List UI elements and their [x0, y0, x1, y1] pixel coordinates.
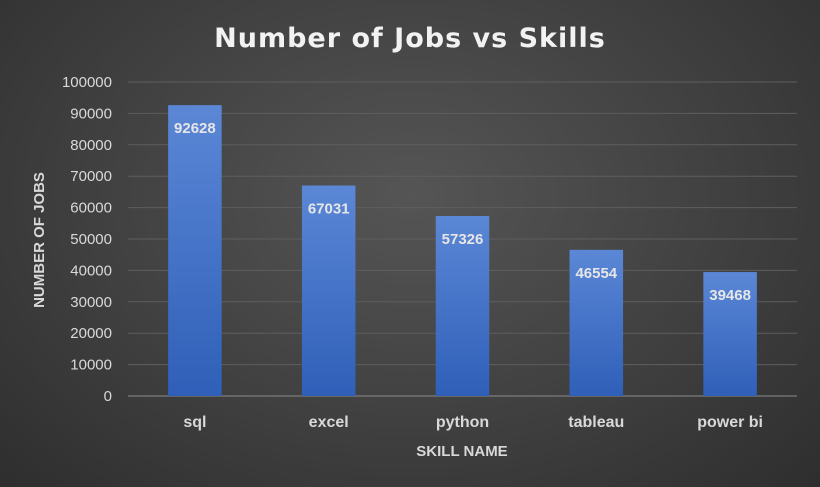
y-axis-ticks: 0 10000 20000 30000 40000 50000 60000 70000 8000… [62, 74, 112, 405]
bar-power-bi [703, 272, 757, 396]
bar-sql [168, 105, 222, 397]
bar-tableau [569, 249, 624, 396]
x-category-label: sql [183, 414, 206, 431]
y-tick-label: 20000 [70, 325, 112, 342]
bar-python [435, 215, 490, 396]
y-tick-label: 40000 [70, 262, 112, 279]
x-category-label: excel [309, 414, 349, 431]
y-axis-title: NUMBER OF JOBS [31, 172, 48, 308]
x-category-label: python [436, 414, 489, 431]
data-label: 46554 [575, 265, 617, 282]
x-axis-title: SKILL NAME [416, 443, 507, 460]
bars [168, 105, 757, 397]
y-tick-label: 90000 [70, 105, 112, 122]
chart-title: Number of Jobs vs Skills [214, 23, 606, 54]
data-label: 39468 [709, 287, 751, 304]
y-tick-label: 100000 [62, 74, 112, 91]
bar-excel [301, 185, 356, 396]
y-tick-label: 50000 [70, 231, 112, 248]
x-category-label: power bi [697, 414, 763, 431]
y-tick-label: 0 [104, 388, 112, 405]
y-tick-label: 60000 [70, 200, 112, 217]
x-axis-categories: sql excel python tableau power bi [183, 414, 763, 431]
data-label: 92628 [174, 120, 216, 137]
y-tick-label: 80000 [70, 137, 112, 154]
data-label: 57326 [442, 231, 484, 248]
y-tick-label: 70000 [70, 168, 112, 185]
y-tick-label: 30000 [70, 294, 112, 311]
x-category-label: tableau [568, 414, 624, 431]
y-tick-label: 10000 [70, 357, 112, 374]
data-labels: 92628 67031 57326 46554 39468 [174, 120, 751, 304]
data-label: 67031 [308, 201, 350, 218]
